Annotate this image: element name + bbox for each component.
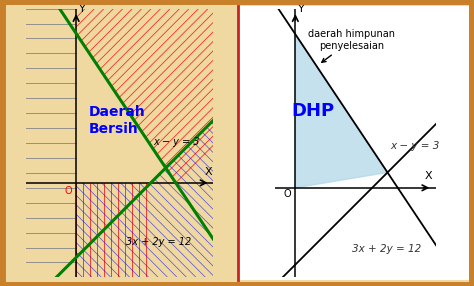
Text: Y: Y	[79, 4, 86, 14]
Text: 3x + 2y = 12: 3x + 2y = 12	[126, 237, 191, 247]
Text: x − y = 3: x − y = 3	[390, 141, 439, 151]
Text: daerah himpunan
penyelesaian: daerah himpunan penyelesaian	[308, 29, 395, 62]
Text: Daerah
Bersih: Daerah Bersih	[89, 106, 146, 136]
Text: DHP: DHP	[292, 102, 335, 120]
Text: Y: Y	[298, 4, 305, 14]
Text: O: O	[284, 189, 292, 199]
Text: 3x + 2y = 12: 3x + 2y = 12	[352, 244, 421, 254]
Text: x − y = 3: x − y = 3	[153, 138, 200, 148]
Text: X: X	[425, 171, 432, 181]
Text: X: X	[204, 167, 212, 177]
Polygon shape	[295, 34, 388, 188]
Text: O: O	[65, 186, 73, 196]
